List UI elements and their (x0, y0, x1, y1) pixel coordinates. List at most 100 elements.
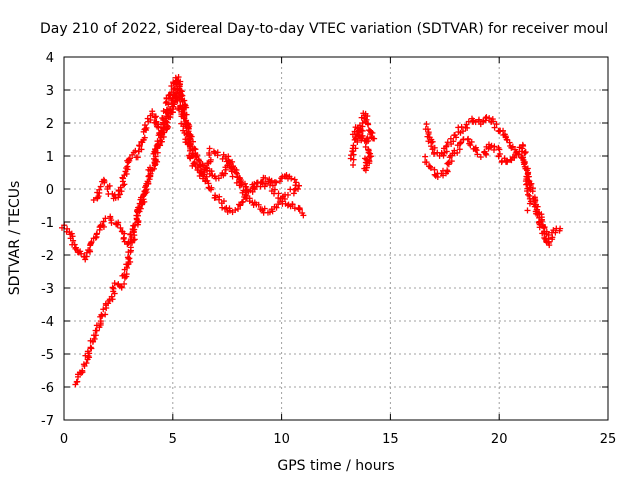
data-point (183, 125, 190, 132)
data-point (300, 212, 307, 219)
data-point (165, 92, 172, 99)
data-point (174, 97, 181, 104)
data-point (509, 143, 516, 150)
data-point (204, 160, 211, 167)
data-point (271, 186, 278, 193)
data-point (520, 157, 527, 164)
grid (64, 57, 608, 420)
data-point (151, 114, 158, 121)
data-point (225, 157, 232, 164)
data-point (188, 133, 195, 140)
data-point (180, 114, 187, 121)
data-point (234, 205, 241, 212)
data-point (184, 135, 191, 142)
data-point (84, 348, 91, 355)
data-point (242, 183, 249, 190)
data-point (104, 186, 111, 193)
data-point (427, 164, 434, 171)
data-point (473, 147, 480, 154)
data-point (366, 154, 373, 161)
data-point (474, 151, 481, 158)
data-point (360, 110, 367, 117)
data-point (532, 208, 539, 215)
data-point (365, 149, 372, 156)
y-tick-label: -4 (41, 315, 54, 330)
data-point (483, 151, 490, 158)
data-point (477, 154, 484, 161)
data-point (229, 173, 236, 180)
data-point (216, 196, 223, 203)
data-point (160, 115, 167, 122)
y-tick-label: 2 (46, 117, 54, 132)
data-point (456, 146, 463, 153)
data-point (123, 271, 130, 278)
data-point (121, 280, 128, 287)
data-point (90, 196, 97, 203)
data-point (491, 143, 498, 150)
data-point (78, 250, 85, 257)
data-point (83, 249, 90, 256)
data-point (154, 158, 161, 165)
data-point (144, 115, 151, 122)
data-point (116, 191, 123, 198)
data-point (448, 158, 455, 165)
data-point (122, 168, 129, 175)
data-point (464, 124, 471, 131)
data-point (284, 202, 291, 209)
data-point (88, 238, 95, 245)
y-tick-label: -5 (41, 348, 54, 363)
data-point (529, 188, 536, 195)
data-point (222, 170, 229, 177)
data-point (257, 179, 264, 186)
data-point (91, 335, 98, 342)
data-point (509, 154, 516, 161)
data-point (117, 224, 124, 231)
data-point (220, 198, 227, 205)
data-point (102, 311, 109, 318)
data-point (152, 113, 159, 120)
data-point (82, 352, 89, 359)
data-point (130, 237, 137, 244)
data-point (482, 117, 489, 124)
data-point (134, 218, 141, 225)
y-tick-label: 4 (46, 51, 54, 66)
data-point (516, 144, 523, 151)
data-points (59, 74, 564, 388)
data-point (192, 153, 199, 160)
data-point (229, 158, 236, 165)
data-point (109, 284, 116, 291)
data-point (428, 143, 435, 150)
data-point (350, 156, 357, 163)
data-point (276, 178, 283, 185)
data-point (187, 155, 194, 162)
data-point (521, 161, 528, 168)
data-point (520, 142, 527, 149)
data-point (215, 175, 222, 182)
data-point (486, 115, 493, 122)
data-point (430, 150, 437, 157)
data-point (293, 179, 300, 186)
data-point (152, 119, 159, 126)
x-tick-label: 20 (491, 432, 508, 447)
data-point (284, 191, 291, 198)
data-point (141, 122, 148, 129)
data-point (491, 124, 498, 131)
data-point (110, 285, 117, 292)
data-point (114, 221, 121, 228)
data-point (460, 128, 467, 135)
data-point (163, 106, 170, 113)
y-tick-label: 3 (46, 84, 54, 99)
data-point (425, 130, 432, 137)
data-point (207, 156, 214, 163)
data-point (288, 175, 295, 182)
data-point (457, 140, 464, 147)
data-point (139, 200, 146, 207)
data-point (172, 74, 179, 81)
data-point (524, 165, 531, 172)
data-point (363, 162, 370, 169)
data-point (261, 183, 268, 190)
chart-title: Day 210 of 2022, Sidereal Day-to-day VTE… (40, 21, 608, 37)
data-point (522, 149, 529, 156)
data-point (495, 152, 502, 159)
